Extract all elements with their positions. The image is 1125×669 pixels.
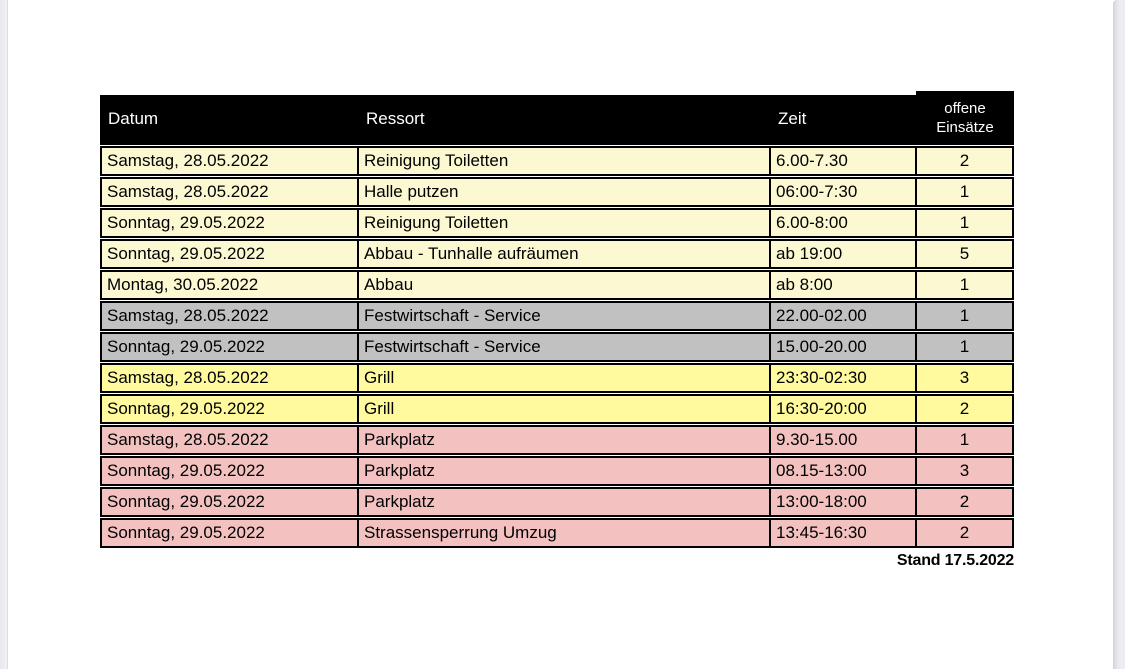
cell-datum: Sonntag, 29.05.2022 bbox=[100, 332, 358, 362]
table-row: Samstag, 28.05.2022 Grill 23:30-02:30 3 bbox=[100, 363, 1014, 393]
cell-datum: Sonntag, 29.05.2022 bbox=[100, 456, 358, 486]
table-row: Sonntag, 29.05.2022 Parkplatz 08.15-13:0… bbox=[100, 456, 1014, 486]
cell-zeit: 6.00-8:00 bbox=[770, 208, 916, 238]
cell-zeit: 06:00-7:30 bbox=[770, 177, 916, 207]
table-row: Samstag, 28.05.2022 Reinigung Toiletten … bbox=[100, 146, 1014, 176]
cell-zeit: 22.00-02.00 bbox=[770, 301, 916, 331]
cell-offene-einsaetze: 1 bbox=[916, 301, 1014, 331]
cell-datum: Sonntag, 29.05.2022 bbox=[100, 518, 358, 548]
schedule-table: Datum Ressort Zeit offene Einsätze Samst… bbox=[100, 90, 1014, 549]
column-header-datum: Datum bbox=[100, 91, 358, 145]
table-row: Sonntag, 29.05.2022 Strassensperrung Umz… bbox=[100, 518, 1014, 548]
stand-date-note: Stand 17.5.2022 bbox=[896, 552, 1014, 569]
table-row: Samstag, 28.05.2022 Festwirtschaft - Ser… bbox=[100, 301, 1014, 331]
cell-ressort: Halle putzen bbox=[358, 177, 770, 207]
table-row: Samstag, 28.05.2022 Halle putzen 06:00-7… bbox=[100, 177, 1014, 207]
cell-datum: Sonntag, 29.05.2022 bbox=[100, 394, 358, 424]
cell-ressort: Abbau bbox=[358, 270, 770, 300]
cell-zeit: 15.00-20.00 bbox=[770, 332, 916, 362]
cell-zeit: 9.30-15.00 bbox=[770, 425, 916, 455]
table-header: Datum Ressort Zeit offene Einsätze bbox=[100, 91, 1014, 145]
cell-offene-einsaetze: 2 bbox=[916, 487, 1014, 517]
table-row: Montag, 30.05.2022 Abbau ab 8:00 1 bbox=[100, 270, 1014, 300]
cell-offene-einsaetze: 3 bbox=[916, 456, 1014, 486]
page-edge-right bbox=[1113, 0, 1125, 669]
cell-datum: Samstag, 28.05.2022 bbox=[100, 363, 358, 393]
cell-offene-einsaetze: 1 bbox=[916, 270, 1014, 300]
cell-datum: Samstag, 28.05.2022 bbox=[100, 146, 358, 176]
cell-zeit: 16:30-20:00 bbox=[770, 394, 916, 424]
page-edge-left bbox=[0, 0, 8, 669]
cell-ressort: Festwirtschaft - Service bbox=[358, 301, 770, 331]
cell-datum: Sonntag, 29.05.2022 bbox=[100, 487, 358, 517]
cell-datum: Samstag, 28.05.2022 bbox=[100, 425, 358, 455]
table-row: Sonntag, 29.05.2022 Reinigung Toiletten … bbox=[100, 208, 1014, 238]
schedule-table-area: Datum Ressort Zeit offene Einsätze Samst… bbox=[100, 90, 1014, 569]
cell-offene-einsaetze: 1 bbox=[916, 208, 1014, 238]
cell-offene-einsaetze: 5 bbox=[916, 239, 1014, 269]
cell-zeit: 13:45-16:30 bbox=[770, 518, 916, 548]
cell-offene-einsaetze: 2 bbox=[916, 518, 1014, 548]
table-body: Samstag, 28.05.2022 Reinigung Toiletten … bbox=[100, 146, 1014, 548]
cell-ressort: Strassensperrung Umzug bbox=[358, 518, 770, 548]
table-header-row: Datum Ressort Zeit offene Einsätze bbox=[100, 91, 1014, 145]
cell-offene-einsaetze: 3 bbox=[916, 363, 1014, 393]
table-row: Sonntag, 29.05.2022 Abbau - Tunhalle auf… bbox=[100, 239, 1014, 269]
column-header-ressort: Ressort bbox=[358, 91, 770, 145]
cell-ressort: Abbau - Tunhalle aufräumen bbox=[358, 239, 770, 269]
cell-zeit: ab 19:00 bbox=[770, 239, 916, 269]
cell-ressort: Grill bbox=[358, 394, 770, 424]
table-row: Sonntag, 29.05.2022 Grill 16:30-20:00 2 bbox=[100, 394, 1014, 424]
cell-zeit: 08.15-13:00 bbox=[770, 456, 916, 486]
cell-offene-einsaetze: 1 bbox=[916, 177, 1014, 207]
cell-ressort: Parkplatz bbox=[358, 487, 770, 517]
cell-datum: Samstag, 28.05.2022 bbox=[100, 301, 358, 331]
table-row: Samstag, 28.05.2022 Parkplatz 9.30-15.00… bbox=[100, 425, 1014, 455]
cell-datum: Sonntag, 29.05.2022 bbox=[100, 208, 358, 238]
cell-zeit: 13:00-18:00 bbox=[770, 487, 916, 517]
cell-zeit: ab 8:00 bbox=[770, 270, 916, 300]
cell-datum: Sonntag, 29.05.2022 bbox=[100, 239, 358, 269]
cell-ressort: Parkplatz bbox=[358, 456, 770, 486]
cell-datum: Samstag, 28.05.2022 bbox=[100, 177, 358, 207]
cell-offene-einsaetze: 2 bbox=[916, 146, 1014, 176]
cell-offene-einsaetze: 1 bbox=[916, 332, 1014, 362]
cell-ressort: Reinigung Toiletten bbox=[358, 146, 770, 176]
cell-zeit: 23:30-02:30 bbox=[770, 363, 916, 393]
column-header-offene-einsaetze: offene Einsätze bbox=[916, 91, 1014, 145]
cell-ressort: Parkplatz bbox=[358, 425, 770, 455]
cell-ressort: Grill bbox=[358, 363, 770, 393]
table-row: Sonntag, 29.05.2022 Festwirtschaft - Ser… bbox=[100, 332, 1014, 362]
cell-ressort: Reinigung Toiletten bbox=[358, 208, 770, 238]
cell-ressort: Festwirtschaft - Service bbox=[358, 332, 770, 362]
cell-offene-einsaetze: 2 bbox=[916, 394, 1014, 424]
table-row: Sonntag, 29.05.2022 Parkplatz 13:00-18:0… bbox=[100, 487, 1014, 517]
cell-zeit: 6.00-7.30 bbox=[770, 146, 916, 176]
column-header-zeit: Zeit bbox=[770, 91, 916, 145]
cell-offene-einsaetze: 1 bbox=[916, 425, 1014, 455]
cell-datum: Montag, 30.05.2022 bbox=[100, 270, 358, 300]
